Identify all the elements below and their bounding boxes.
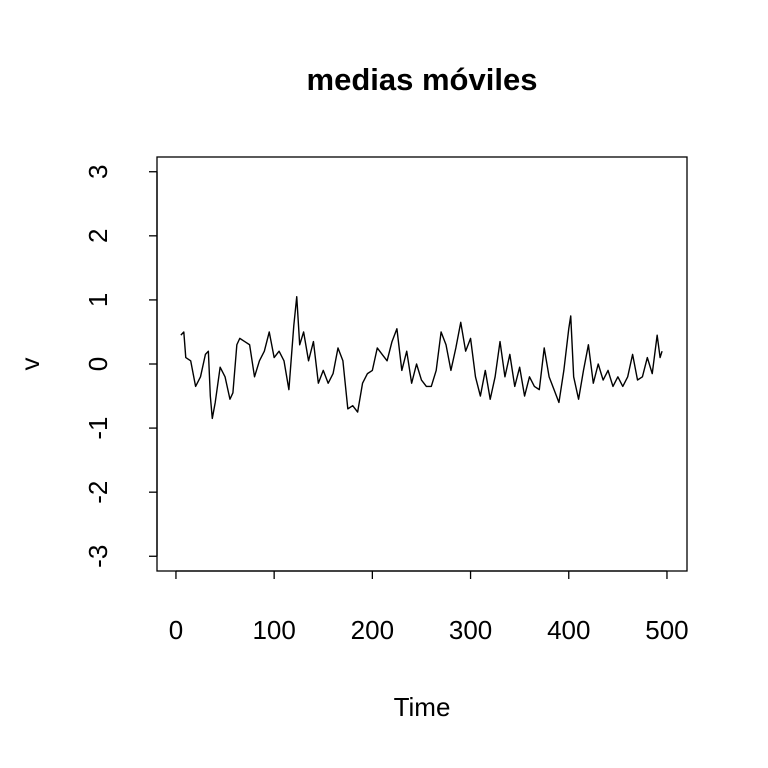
y-tick-label: -2 <box>83 481 113 504</box>
y-tick-label: 0 <box>83 357 113 371</box>
y-tick-label: -3 <box>83 545 113 568</box>
x-axis-label: Time <box>394 692 451 722</box>
x-tick-label: 100 <box>252 615 295 645</box>
x-tick-label: 200 <box>351 615 394 645</box>
y-tick-label: 2 <box>83 229 113 243</box>
x-tick-label: 0 <box>169 615 183 645</box>
data-line <box>180 296 663 420</box>
y-axis-label: v <box>15 358 45 371</box>
x-tick-label: 400 <box>547 615 590 645</box>
y-tick-label: 1 <box>83 293 113 307</box>
chart-title: medias móviles <box>307 62 538 97</box>
x-tick-label: 300 <box>449 615 492 645</box>
y-tick-label: 3 <box>83 165 113 179</box>
y-tick-label: -1 <box>83 417 113 440</box>
x-tick-label: 500 <box>645 615 688 645</box>
